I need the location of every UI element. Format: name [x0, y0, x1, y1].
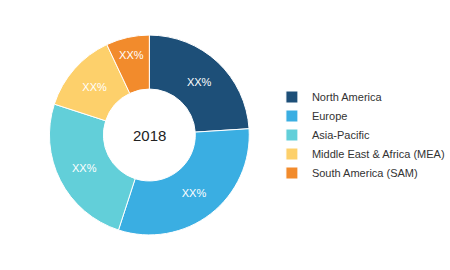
- svg-text:XX%: XX%: [82, 81, 107, 93]
- svg-text:XX%: XX%: [72, 162, 97, 174]
- svg-text:Middle East & Africa (MEA): Middle East & Africa (MEA): [312, 148, 445, 160]
- svg-text:2018: 2018: [133, 127, 166, 144]
- svg-text:XX%: XX%: [187, 76, 212, 88]
- svg-text:XX%: XX%: [182, 187, 207, 199]
- svg-text:Europe: Europe: [312, 110, 347, 122]
- svg-text:South America (SAM): South America (SAM): [312, 167, 418, 179]
- svg-text:North America: North America: [312, 91, 383, 103]
- svg-text:Asia-Pacific: Asia-Pacific: [312, 129, 370, 141]
- svg-text:XX%: XX%: [119, 49, 144, 61]
